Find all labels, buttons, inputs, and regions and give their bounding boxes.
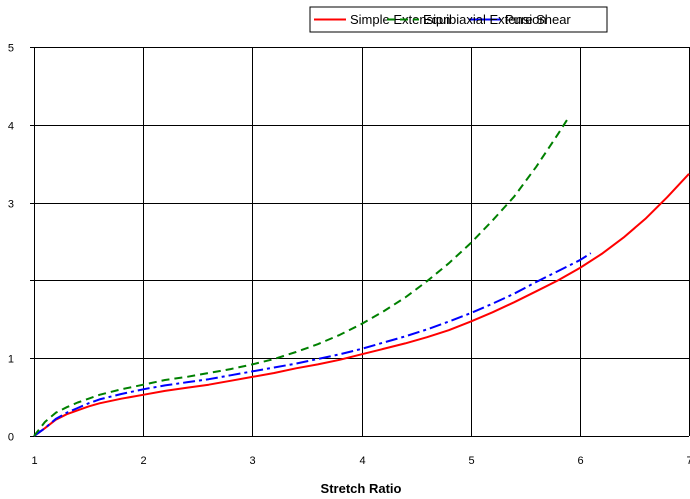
x-axis-title: Stretch Ratio [321,481,402,496]
x-tick-label: 5 [468,455,474,467]
x-tick-label: 7 [686,455,690,467]
x-tick-label: 6 [577,455,583,467]
legend: Simple Extension Pure Shear Equibiaxial … [309,6,608,33]
series-line-pure-shear [33,252,592,437]
legend-label-equibiaxial-extension: Equibiaxial Extension [423,12,547,27]
x-tick-label: 3 [249,455,255,467]
y-tick-label: 0 [8,432,14,444]
series-line-simple-extension [33,173,690,437]
y-tick-label: 5 [8,43,14,55]
y-tick-label: 3 [8,199,14,211]
legend-label-pure-shear: Pure Shear [505,12,571,27]
x-tick-label: 1 [31,455,37,467]
series-group [33,116,690,437]
x-tick-label: 2 [140,455,146,467]
axes: 1 2 3 4 5 6 7 0 1 3 4 5 [8,43,690,468]
legend-box [309,6,608,33]
series-line-equibiaxial-extension [33,116,570,437]
y-tick-label: 4 [8,121,14,133]
grid [34,47,690,437]
y-tick-label: 1 [8,354,14,366]
x-tick-label: 4 [359,455,365,467]
